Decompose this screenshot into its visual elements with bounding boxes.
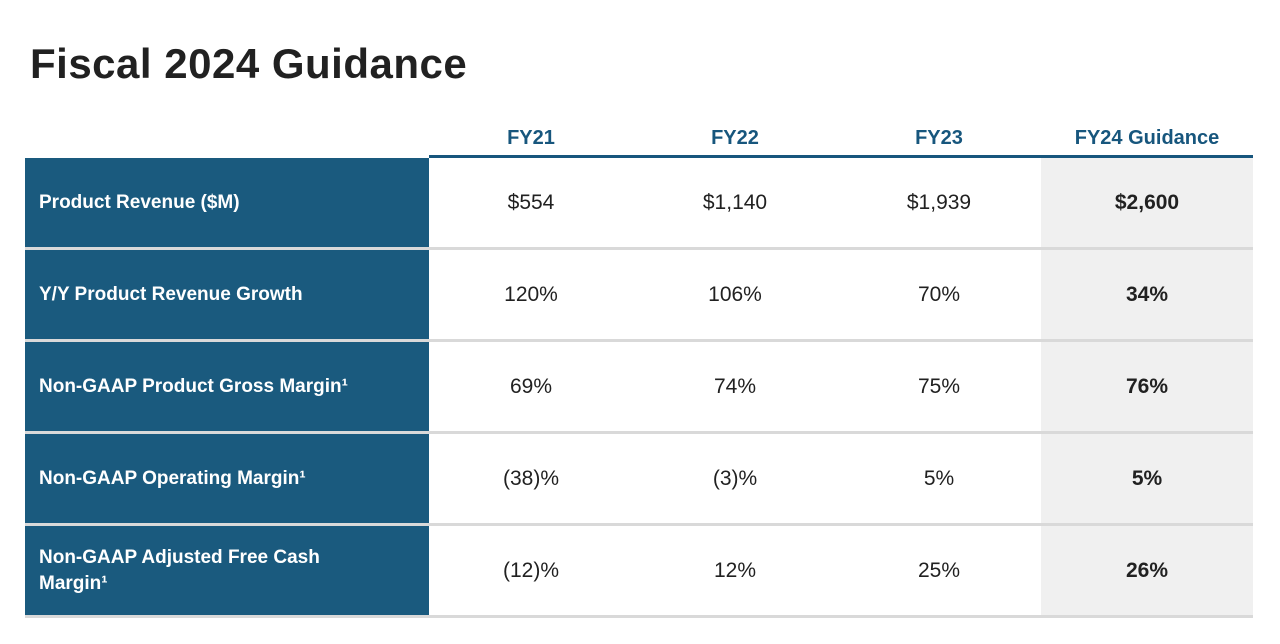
value-cell-fy21: 120% <box>429 250 633 339</box>
table-header-row: FY21 FY22 FY23 FY24 Guidance <box>25 126 1253 158</box>
value-cell-fy21: 69% <box>429 342 633 431</box>
value-cell-fy21: (38)% <box>429 434 633 523</box>
table-row-product-revenue: Product Revenue ($M) $554 $1,140 $1,939 … <box>25 158 1253 250</box>
metric-label: Non-GAAP Product Gross Margin¹ <box>25 342 429 431</box>
table-row-revenue-growth: Y/Y Product Revenue Growth 120% 106% 70%… <box>25 250 1253 342</box>
table-row-free-cash-margin: Non-GAAP Adjusted Free Cash Margin¹ (12)… <box>25 526 1253 618</box>
value-cell-fy23: 25% <box>837 526 1041 615</box>
column-header-fy21: FY21 <box>429 126 633 158</box>
table-corner-spacer <box>25 126 429 158</box>
column-header-fy22: FY22 <box>633 126 837 158</box>
value-cell-fy22: 106% <box>633 250 837 339</box>
value-cell-fy22: 12% <box>633 526 837 615</box>
table-row-operating-margin: Non-GAAP Operating Margin¹ (38)% (3)% 5%… <box>25 434 1253 526</box>
column-header-fy23: FY23 <box>837 126 1041 158</box>
guidance-table: FY21 FY22 FY23 FY24 Guidance Product Rev… <box>25 126 1253 618</box>
value-cell-fy21: $554 <box>429 158 633 247</box>
value-cell-fy24-guidance: 34% <box>1041 250 1253 339</box>
value-cell-fy24-guidance: $2,600 <box>1041 158 1253 247</box>
value-cell-fy24-guidance: 5% <box>1041 434 1253 523</box>
value-cell-fy24-guidance: 26% <box>1041 526 1253 615</box>
value-cell-fy22: (3)% <box>633 434 837 523</box>
value-cell-fy22: $1,140 <box>633 158 837 247</box>
value-cell-fy21: (12)% <box>429 526 633 615</box>
value-cell-fy23: 75% <box>837 342 1041 431</box>
value-cell-fy23: $1,939 <box>837 158 1041 247</box>
value-cell-fy24-guidance: 76% <box>1041 342 1253 431</box>
metric-label: Product Revenue ($M) <box>25 158 429 247</box>
value-cell-fy23: 70% <box>837 250 1041 339</box>
table-row-gross-margin: Non-GAAP Product Gross Margin¹ 69% 74% 7… <box>25 342 1253 434</box>
page-title: Fiscal 2024 Guidance <box>30 40 468 87</box>
value-cell-fy23: 5% <box>837 434 1041 523</box>
metric-label: Y/Y Product Revenue Growth <box>25 250 429 339</box>
metric-label: Non-GAAP Operating Margin¹ <box>25 434 429 523</box>
value-cell-fy22: 74% <box>633 342 837 431</box>
column-header-fy24-guidance: FY24 Guidance <box>1041 126 1253 158</box>
metric-label: Non-GAAP Adjusted Free Cash Margin¹ <box>25 526 429 615</box>
